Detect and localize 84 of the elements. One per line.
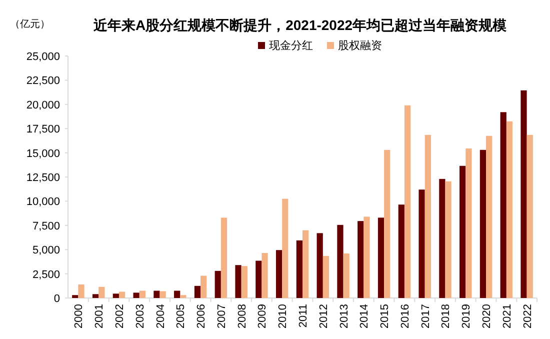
bar bbox=[139, 290, 146, 298]
bar bbox=[486, 136, 492, 298]
bar bbox=[520, 90, 527, 298]
bar bbox=[98, 286, 105, 298]
bar bbox=[160, 291, 166, 298]
bar bbox=[194, 286, 201, 298]
bar bbox=[174, 290, 180, 298]
y-tick-label: 2,500 bbox=[32, 268, 60, 281]
y-tick-label: 22,500 bbox=[26, 75, 60, 88]
y-tick-label: 10,000 bbox=[26, 196, 60, 208]
x-tick-label: 2015 bbox=[379, 304, 392, 328]
y-tick-label: 17,500 bbox=[26, 124, 60, 136]
x-tick-label: 2010 bbox=[277, 304, 290, 328]
y-tick-label: 5,000 bbox=[32, 244, 60, 257]
bar bbox=[439, 178, 446, 298]
x-tick-label: 2016 bbox=[399, 304, 412, 328]
bar bbox=[358, 221, 364, 298]
bar bbox=[154, 290, 160, 298]
bar bbox=[500, 112, 506, 298]
bar bbox=[322, 256, 330, 298]
bar bbox=[404, 105, 411, 298]
y-tick-label: 7,500 bbox=[32, 220, 60, 232]
bar bbox=[364, 216, 370, 298]
bar bbox=[256, 260, 262, 298]
x-tick-label: 2002 bbox=[114, 304, 126, 328]
bar bbox=[214, 270, 221, 298]
bar bbox=[466, 148, 472, 298]
y-tick-label: 15,000 bbox=[26, 148, 60, 160]
x-tick-label: 2022 bbox=[522, 304, 534, 328]
bar bbox=[78, 284, 84, 298]
x-tick-label: 2007 bbox=[216, 304, 228, 328]
bar bbox=[180, 295, 186, 298]
chart-title: 近年来A股分红规模不断提升，2021-2022年均已超过当年融资规模 bbox=[92, 17, 508, 33]
x-tick-label: 2013 bbox=[338, 304, 350, 328]
x-tick-label: 2003 bbox=[134, 304, 146, 328]
x-tick-label: 2019 bbox=[460, 304, 473, 328]
bar bbox=[398, 204, 404, 298]
x-tick-label: 2021 bbox=[501, 304, 514, 328]
bar bbox=[506, 121, 513, 298]
y-tick-label: 20,000 bbox=[26, 99, 60, 112]
x-tick-label: 2005 bbox=[175, 304, 188, 328]
bar bbox=[343, 253, 350, 298]
bar bbox=[445, 181, 452, 298]
bar bbox=[241, 266, 248, 298]
bar bbox=[460, 166, 466, 298]
bar bbox=[72, 295, 78, 298]
x-tick-label: 2000 bbox=[73, 304, 86, 328]
legend-label: 现金分红 bbox=[269, 40, 313, 52]
bar bbox=[262, 252, 268, 298]
bar bbox=[480, 150, 486, 298]
bar bbox=[118, 292, 126, 298]
x-tick-label: 2017 bbox=[420, 304, 432, 328]
bar bbox=[282, 198, 288, 298]
bar bbox=[302, 230, 309, 298]
bar bbox=[200, 276, 207, 298]
x-tick-label: 2018 bbox=[440, 304, 452, 328]
bar bbox=[418, 190, 425, 298]
y-tick-label: 0 bbox=[54, 293, 60, 305]
bar bbox=[316, 233, 323, 298]
bar bbox=[337, 224, 344, 298]
x-tick-label: 2004 bbox=[154, 304, 167, 328]
x-tick-label: 2014 bbox=[358, 304, 371, 328]
bar bbox=[526, 134, 533, 298]
bar bbox=[92, 294, 99, 298]
legend-label: 股权融资 bbox=[338, 40, 382, 52]
x-tick-label: 2012 bbox=[318, 304, 330, 328]
x-tick-label: 2011 bbox=[298, 304, 310, 328]
x-tick-label: 2020 bbox=[481, 304, 494, 328]
y-axis-title: （亿元） bbox=[10, 19, 50, 30]
bar bbox=[220, 218, 228, 298]
bar bbox=[112, 294, 119, 298]
bar bbox=[296, 240, 302, 298]
bar bbox=[384, 150, 390, 298]
bar bbox=[378, 218, 384, 298]
y-tick-label: 12,500 bbox=[26, 172, 60, 184]
x-tick-label: 2006 bbox=[196, 304, 208, 328]
bar bbox=[276, 250, 282, 298]
bar bbox=[235, 265, 242, 298]
x-tick-label: 2009 bbox=[256, 304, 269, 328]
x-tick-label: 2008 bbox=[236, 304, 248, 328]
x-tick-label: 2001 bbox=[94, 304, 106, 328]
bar bbox=[133, 292, 140, 298]
bar bbox=[424, 134, 431, 298]
y-tick-label: 25,000 bbox=[26, 51, 60, 63]
